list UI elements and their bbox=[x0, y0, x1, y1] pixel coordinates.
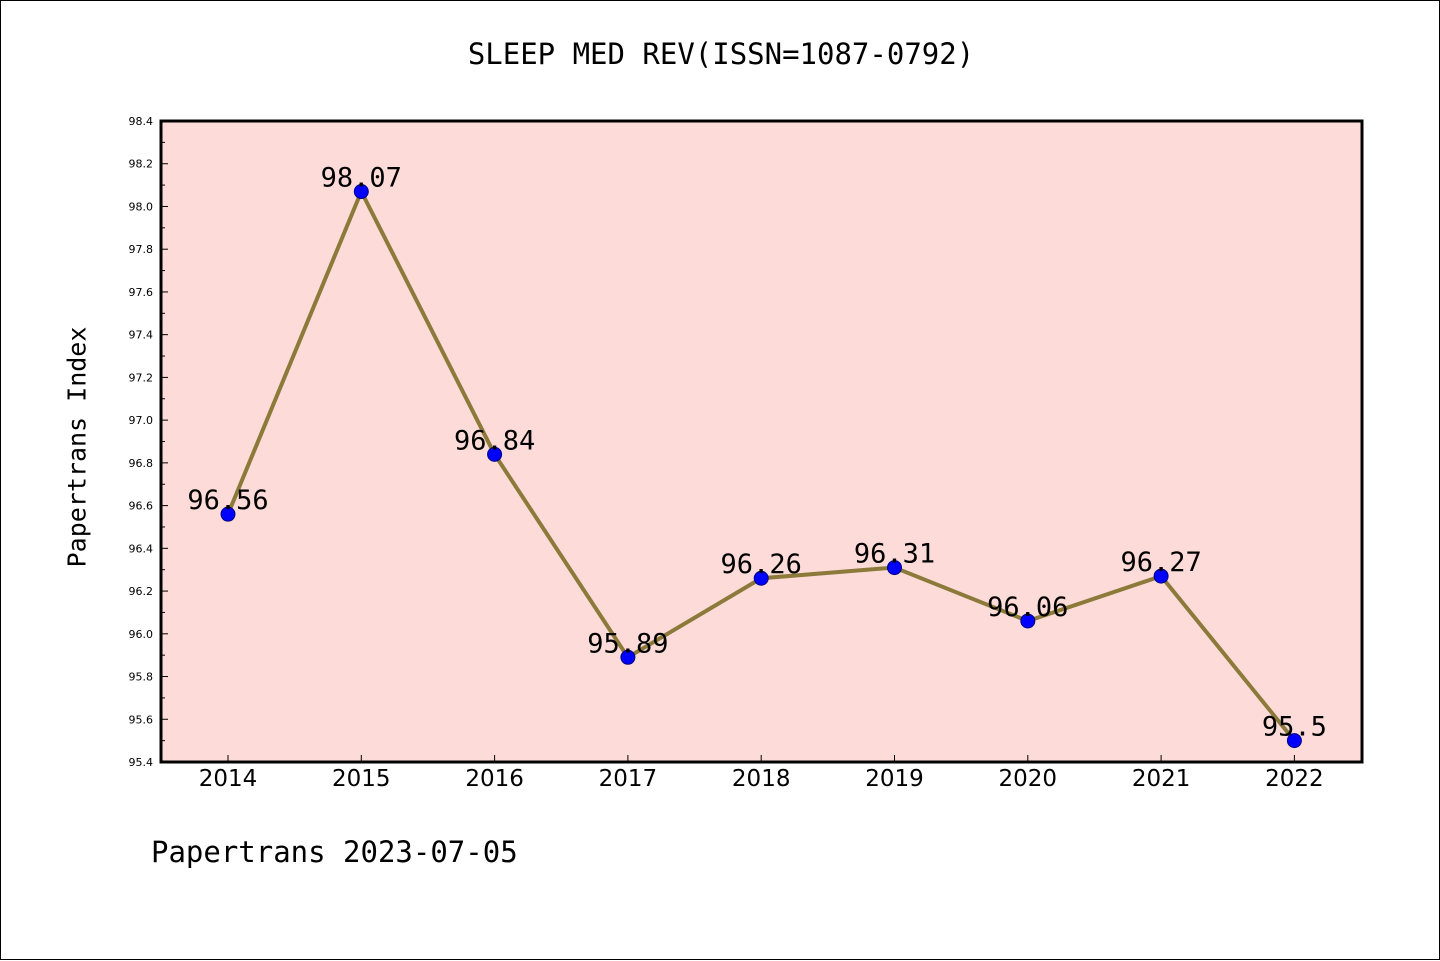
data-point bbox=[753, 570, 769, 586]
y-tick-label: 95.4 bbox=[129, 756, 154, 769]
x-tick-label: 2022 bbox=[1265, 766, 1324, 792]
y-tick-label: 97.0 bbox=[129, 414, 154, 427]
data-point bbox=[887, 560, 902, 576]
data-point bbox=[620, 649, 636, 665]
data-point bbox=[1153, 568, 1169, 584]
y-tick-label: 98.0 bbox=[129, 200, 154, 213]
data-point bbox=[353, 184, 369, 200]
data-point bbox=[487, 446, 503, 462]
data-point bbox=[1286, 733, 1302, 749]
x-axis: 2014 2015 2016 2017 2018 2019 2020 2021 2022 bbox=[199, 755, 1324, 792]
plot-border bbox=[159, 119, 1364, 764]
data-label: 96.31 bbox=[854, 539, 935, 570]
x-tick-label: 2014 bbox=[199, 766, 258, 792]
data-label: 98.07 bbox=[321, 163, 402, 194]
y-tick-label: 97.4 bbox=[129, 329, 154, 342]
y-tick-label: 96.8 bbox=[129, 457, 154, 470]
x-tick-label: 2021 bbox=[1132, 766, 1191, 792]
y-tick-label: 95.8 bbox=[129, 671, 154, 684]
x-tick-label: 2018 bbox=[732, 766, 791, 792]
data-point bbox=[1020, 613, 1036, 629]
y-axis: 95.4 95.6 95.8 96.0 96.2 96.4 96.6 96.8 97.0 97.2… bbox=[129, 115, 168, 769]
data-labels: 96.56 98.07 96.84 95.89 96.26 96.31 96.06 96.27… bbox=[187, 163, 1327, 743]
plot-area bbox=[161, 121, 1362, 762]
data-label: 96.26 bbox=[721, 549, 802, 580]
y-tick-label: 96.0 bbox=[129, 628, 154, 641]
data-label: 95.5 bbox=[1262, 712, 1327, 743]
data-point bbox=[220, 506, 236, 522]
chart-title: SLEEP MED REV(ISSN=1087-0792) bbox=[467, 37, 975, 71]
data-label: 96.06 bbox=[987, 592, 1068, 623]
data-label: 96.84 bbox=[454, 425, 535, 456]
x-tick-label: 2016 bbox=[465, 766, 524, 792]
data-label: 96.27 bbox=[1120, 547, 1201, 578]
x-tick-label: 2017 bbox=[599, 766, 658, 792]
y-tick-label: 97.6 bbox=[129, 286, 154, 299]
y-tick-label: 98.4 bbox=[129, 115, 154, 128]
y-tick-label: 96.6 bbox=[129, 500, 154, 513]
x-tick-label: 2019 bbox=[865, 766, 924, 792]
y-tick-label: 96.4 bbox=[129, 542, 154, 555]
y-tick-label: 97.8 bbox=[129, 243, 154, 256]
y-tick-label: 98.2 bbox=[129, 158, 154, 171]
data-markers bbox=[220, 184, 1302, 749]
y-tick-label: 97.2 bbox=[129, 371, 154, 384]
x-tick-label: 2015 bbox=[332, 766, 391, 792]
footer-date-note: Papertrans 2023-07-05 bbox=[151, 835, 518, 869]
y-tick-label: 95.6 bbox=[129, 713, 154, 726]
data-label: 95.89 bbox=[587, 628, 668, 659]
y-tick-label: 96.2 bbox=[129, 585, 154, 598]
data-label: 96.56 bbox=[187, 485, 268, 516]
x-tick-label: 2020 bbox=[999, 766, 1058, 792]
